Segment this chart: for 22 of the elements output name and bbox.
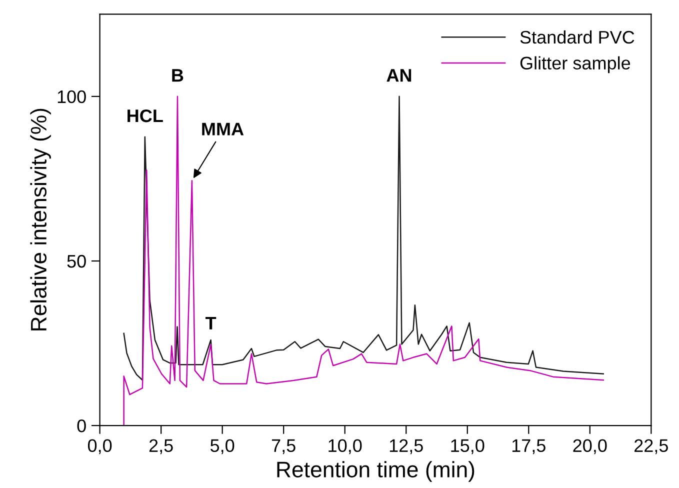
x-tick-label: 17,5: [512, 439, 546, 454]
x-tick-label: 5,0: [210, 439, 234, 454]
x-tick-label: 20,0: [573, 439, 607, 454]
x-tick-label: 0,0: [88, 439, 112, 454]
annotation: AN: [386, 69, 412, 82]
annotation: T: [206, 316, 216, 330]
x-tick-label: 7,5: [272, 439, 296, 454]
y-tick-label: 100: [58, 90, 86, 104]
y-tick-label: 50: [67, 254, 86, 268]
y-axis-title: Relative intensivity (%): [30, 108, 51, 330]
annotation: HCL: [128, 109, 163, 122]
legend-label: Glitter sample: [520, 56, 630, 74]
x-tick-label: 10,0: [328, 439, 362, 454]
x-axis-title: Retention time (min): [277, 461, 474, 482]
annotation: MMA: [202, 122, 244, 136]
legend-label: Standard PVC: [520, 30, 634, 44]
x-tick-label: 22,5: [634, 439, 668, 454]
x-tick-label: 12,5: [390, 439, 423, 454]
annotation: B: [172, 69, 184, 82]
x-tick-label: 15,0: [451, 439, 484, 454]
y-tick-label: 0: [77, 419, 86, 432]
x-tick-label: 2,5: [149, 439, 173, 454]
